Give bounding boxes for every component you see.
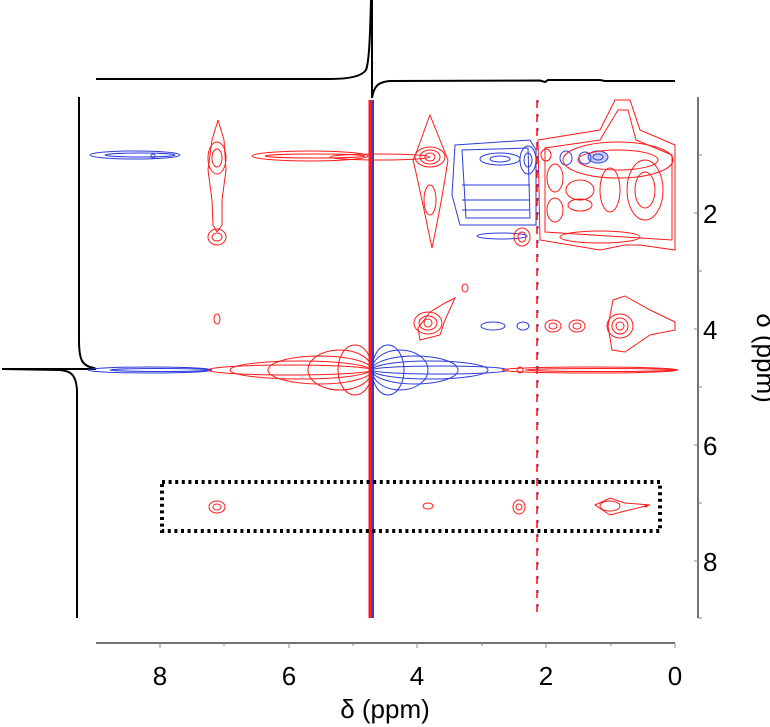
y-tick-2: 2 xyxy=(703,199,717,229)
water-streak-horizontal xyxy=(87,344,679,396)
column-3.85ppm xyxy=(329,113,449,249)
x-axis-title: δ (ppm) xyxy=(340,694,430,724)
top-projection-spectrum xyxy=(96,0,675,99)
y-tick-4: 4 xyxy=(703,315,717,345)
row-7ppm xyxy=(208,497,651,516)
x-tick-6: 6 xyxy=(282,661,296,691)
y-axis: 2 4 6 8 δ (ppm) xyxy=(694,97,770,619)
x-axis: 8 6 4 2 0 δ (ppm) xyxy=(96,642,682,724)
annotation-box xyxy=(160,480,662,533)
left-projection-spectrum xyxy=(1,97,97,618)
negative-block xyxy=(451,139,609,240)
x-tick-8: 8 xyxy=(153,661,167,691)
x-tick-4: 4 xyxy=(410,661,424,691)
contour-plot xyxy=(87,99,679,618)
y-tick-6: 6 xyxy=(703,431,717,461)
x-tick-0: 0 xyxy=(668,661,682,691)
y-tick-8: 8 xyxy=(703,547,717,577)
aliphatic-positive-region xyxy=(513,99,676,251)
x-tick-2: 2 xyxy=(539,661,553,691)
y-axis-title: δ (ppm) xyxy=(751,313,770,403)
row-1ppm xyxy=(89,119,369,325)
row-3.85ppm xyxy=(413,283,676,353)
